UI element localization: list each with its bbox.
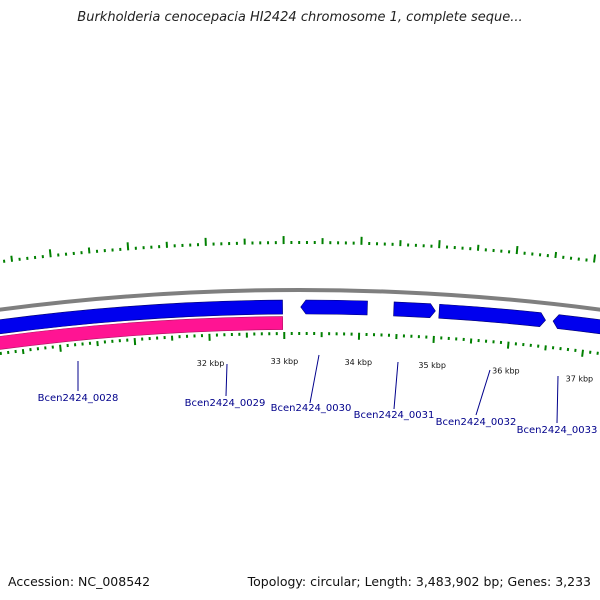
- outer-tick: [87, 247, 91, 254]
- inner-tick: [21, 348, 25, 355]
- outer-tick: [126, 242, 130, 251]
- gene-label: Bcen2424_0030: [271, 403, 352, 414]
- cds-feature-track: [0, 299, 600, 335]
- gene-feature-track: [0, 316, 284, 350]
- ruler-label: 32 kbp: [197, 359, 225, 368]
- outer-tick: [593, 254, 597, 263]
- ruler-label: 34 kbp: [345, 358, 373, 367]
- gene-leader-line: [225, 363, 228, 397]
- inner-tick: [544, 345, 547, 351]
- ruler-label: 37 kbp: [566, 375, 594, 384]
- gene-label: Bcen2424_0032: [436, 417, 517, 428]
- gene-leader-line: [475, 369, 491, 416]
- inner-tick: [506, 341, 510, 349]
- gene-label-layer: Bcen2424_0028 Bcen2424_0029 Bcen2424_0030B…: [38, 354, 598, 436]
- cds-arrow: [0, 299, 283, 335]
- accession-label: Accession: NC_008542: [8, 574, 151, 589]
- gene-label: Bcen2424_0033: [517, 425, 598, 436]
- outer-tick: [10, 255, 14, 262]
- backbone-arc: [0, 288, 600, 312]
- gene-leader-line: [309, 354, 320, 404]
- inner-tick: [581, 349, 584, 357]
- outer-tick-ring: [2, 236, 597, 263]
- ruler-label: 35 kbp: [418, 361, 446, 370]
- gene-label: Bcen2424_0031: [354, 410, 435, 421]
- gene-feature-bar: [0, 316, 284, 350]
- gene-leader-line: [556, 375, 559, 424]
- outer-tick: [515, 245, 519, 255]
- inner-tick-ring: [0, 331, 599, 357]
- outer-tick: [48, 249, 52, 258]
- ruler-label: 33 kbp: [271, 357, 299, 366]
- ruler-label: 36 kbp: [492, 367, 520, 376]
- genome-stats: Topology: circular; Length: 3,483,902 bp…: [247, 574, 591, 589]
- outer-tick: [554, 251, 558, 259]
- inner-tick: [59, 344, 62, 352]
- inner-tick: [133, 337, 137, 346]
- gene-label: Bcen2424_0028: [38, 393, 119, 404]
- backbone-track: [0, 288, 600, 312]
- cds-arrow: [552, 314, 600, 335]
- cds-arrow: [300, 299, 368, 316]
- cds-arrow: [438, 303, 546, 327]
- cds-arrow: [393, 301, 436, 319]
- map-title: Burkholderia cenocepacia HI2424 chromoso…: [77, 10, 523, 25]
- gene-leader-line: [393, 361, 399, 410]
- gene-label: Bcen2424_0029: [185, 398, 266, 409]
